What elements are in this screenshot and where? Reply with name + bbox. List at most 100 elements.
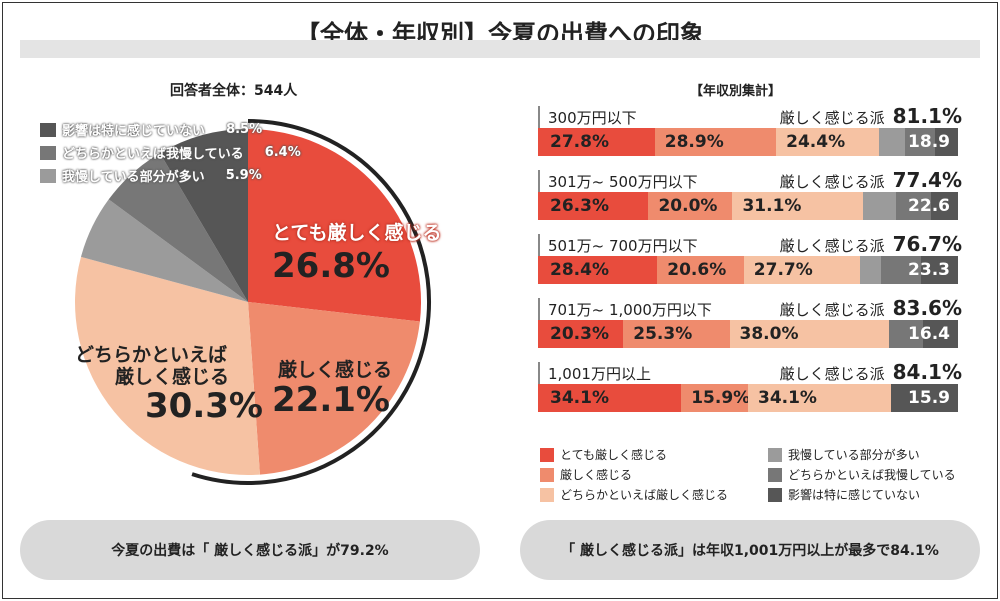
bar-segment (889, 320, 923, 348)
pie-value-very: 26.8% (272, 246, 390, 286)
pie-value-strict: 22.1% (272, 380, 390, 420)
pie-label-somewhat-2: 厳しく感じる (115, 366, 230, 388)
legend-value: 8.5% (226, 122, 263, 137)
summary-value: 76.7% (892, 232, 962, 256)
pie-value-somewhat: 30.3% (145, 386, 263, 426)
category-label: 701万~ 1,000万円以下 (548, 301, 712, 319)
summary-label: 厳しく感じる派 (779, 237, 885, 255)
grey-total-label: 16.4 (908, 324, 950, 344)
title-bar (20, 40, 980, 58)
legend-value: 6.4% (264, 145, 301, 160)
bar-row: 1,001万円以上 厳しく感じる派 84.1% 34.1% 15.9% 34.1% 15.9 (538, 360, 962, 412)
pie-outline-arc (191, 119, 431, 485)
pie-slice (108, 153, 248, 302)
grey-total-label: 22.6 (908, 196, 950, 216)
bar-segment (922, 320, 958, 348)
bar-segment: 28.9% (654, 128, 777, 156)
grey-total-label: 18.9 (908, 132, 950, 152)
legend-swatch (540, 487, 554, 502)
bar-row: 301万~ 500万円以下 厳しく感じる派 77.4% 26.3% 20.0% 31.1%… (538, 168, 962, 220)
bar-segment (863, 192, 897, 220)
row-header: 701万~ 1,000万円以下 厳しく感じる派 83.6% (538, 296, 962, 320)
bar-segment (896, 192, 932, 220)
legend-swatch (768, 447, 782, 462)
legend-item: 厳しく感じる (540, 466, 632, 483)
pie-label-somewhat-1: どちらかといえば (75, 344, 228, 366)
summary-label: 厳しく感じる派 (779, 301, 885, 319)
summary-left: 今夏の出費は「 厳しく感じる派」が79.2% (20, 520, 480, 580)
legend-swatch (768, 487, 782, 502)
row-header: 300万円以下 厳しく感じる派 81.1% (538, 104, 962, 128)
legend-swatch (540, 447, 554, 462)
bar-segment: 34.1% (538, 384, 682, 412)
pie-legend-item: 影響は特に感じていない 8.5% (40, 120, 262, 139)
bar-segment: 31.1% (732, 192, 864, 220)
legend-label: どちらかといえば我慢している (788, 468, 956, 482)
bar-segment: 34.1% (747, 384, 892, 412)
pie-slice (74, 256, 260, 476)
bar-segment (881, 256, 921, 284)
legend-item: とても厳しく感じる (540, 446, 667, 463)
stacked-bar: 20.3% 25.3% 38.0% 16.4 (538, 320, 958, 348)
legend-label: とても厳しく感じる (560, 448, 668, 462)
bar-segment: 28.4% (538, 256, 658, 284)
row-header: 301万~ 500万円以下 厳しく感じる派 77.4% (538, 168, 962, 192)
bar-segment: 24.4% (776, 128, 879, 156)
bar-segment: 26.3% (538, 192, 649, 220)
bar-row: 501万~ 700万円以下 厳しく感じる派 76.7% 28.4% 20.6% 27.7%… (538, 232, 962, 284)
bar-segment: 20.6% (657, 256, 744, 284)
bar-segment: 25.3% (623, 320, 730, 348)
bar-segment: 27.7% (743, 256, 861, 284)
summary-label: 厳しく感じる派 (779, 109, 885, 127)
legend-swatch (40, 122, 56, 137)
legend-label: 影響は特に感じていない (62, 124, 206, 139)
legend-value: 5.9% (225, 168, 262, 183)
pie-slice (80, 199, 248, 302)
legend-swatch (40, 168, 56, 183)
pie-label-strict: 厳しく感じる (278, 359, 393, 381)
category-label: 1,001万円以上 (548, 365, 651, 383)
grey-total-label: 15.9 (908, 388, 950, 408)
bar-segment: 15.9% (681, 384, 748, 412)
stacked-bar: 26.3% 20.0% 31.1% 22.6 (538, 192, 958, 220)
row-header: 501万~ 700万円以下 厳しく感じる派 76.7% (538, 232, 962, 256)
pie-label-very: とても厳しく感じる (272, 222, 442, 244)
stacked-bar: 28.4% 20.6% 27.7% 23.3 (538, 256, 958, 284)
bar-segment (878, 128, 906, 156)
bar-segment: 20.3% (538, 320, 624, 348)
legend-label: 我慢している部分が多い (788, 448, 920, 462)
legend-item: 我慢している部分が多い (768, 446, 920, 463)
summary-label: 厳しく感じる派 (779, 173, 885, 191)
category-label: 501万~ 700万円以下 (548, 237, 698, 255)
pie-slice (248, 129, 421, 322)
bar-segment: 20.0% (648, 192, 733, 220)
stacked-bar: 27.8% 28.9% 24.4% 18.9 (538, 128, 958, 156)
legend-label: 厳しく感じる (560, 468, 633, 482)
stacked-bar: 34.1% 15.9% 34.1% 15.9 (538, 384, 958, 412)
summary-value: 81.1% (892, 104, 962, 128)
legend-label: どちらかといえば我慢している (62, 147, 244, 162)
pie-slice (159, 129, 248, 302)
bar-chart-title: 【年収別集計】 (690, 84, 782, 99)
row-header: 1,001万円以上 厳しく感じる派 84.1% (538, 360, 962, 384)
bar-segment (921, 256, 958, 284)
summary-value: 77.4% (892, 168, 962, 192)
bar-row: 300万円以下 厳しく感じる派 81.1% 27.8% 28.9% 24.4% 18.9 (538, 104, 962, 156)
legend-swatch (540, 467, 554, 482)
summary-value: 83.6% (892, 296, 962, 320)
pie-legend-item: どちらかといえば我慢している 6.4% (40, 143, 301, 162)
pie-title: 回答者全体：544人 (170, 83, 298, 99)
bar-segment (905, 128, 936, 156)
summary-right: 「 厳しく感じる派」は年収1,001万円以上が最多で84.1% (520, 520, 980, 580)
pie-legend-item: 我慢している部分が多い 5.9% (40, 166, 262, 185)
summary-value: 84.1% (892, 360, 962, 384)
summary-label: 厳しく感じる派 (779, 365, 885, 383)
legend-item: 影響は特に感じていない (768, 486, 920, 503)
bar-segment: 27.8% (538, 128, 655, 156)
bar-segment: 38.0% (729, 320, 890, 348)
legend-label: 影響は特に感じていない (788, 488, 921, 502)
legend-item: どちらかといえば厳しく感じる (540, 486, 728, 503)
bar-segment (891, 384, 958, 412)
category-label: 300万円以下 (548, 109, 637, 127)
